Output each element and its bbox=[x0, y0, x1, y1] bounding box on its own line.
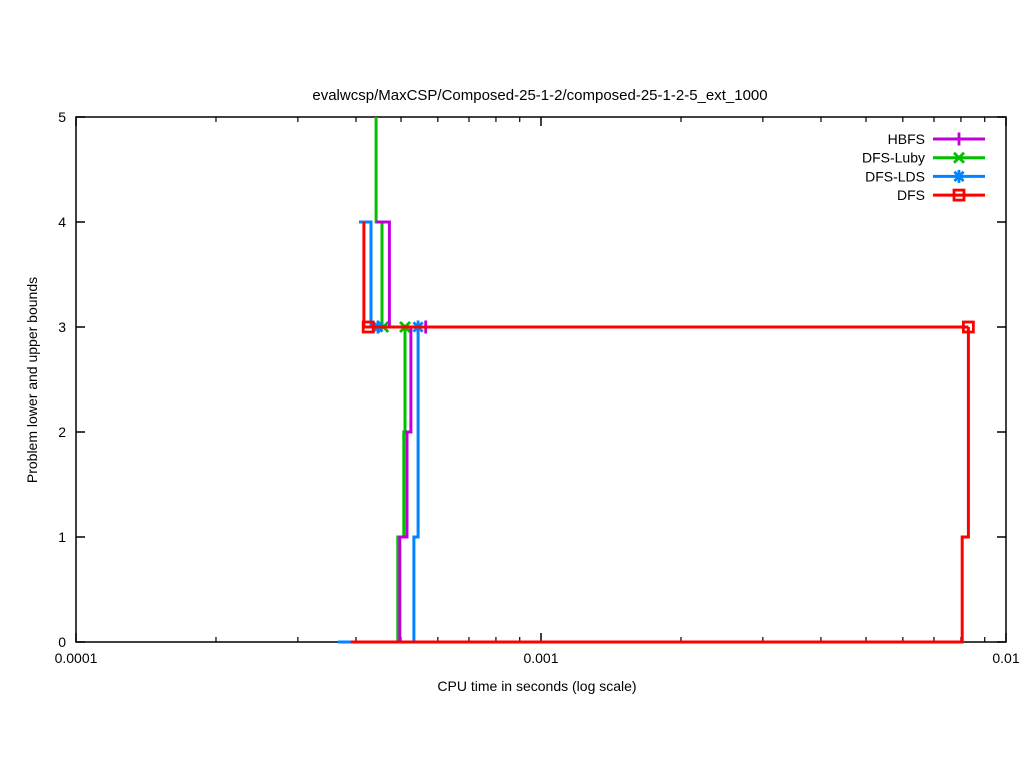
legend-marker-HBFS-plus bbox=[952, 132, 966, 146]
series-DFS-ub-line bbox=[362, 222, 969, 329]
y-tick-label: 3 bbox=[58, 319, 66, 335]
series-DFS-Luby-lb-line bbox=[351, 327, 407, 644]
legend-marker-DFS-Luby bbox=[953, 151, 965, 164]
y-tick-label: 5 bbox=[58, 109, 66, 125]
y-tick-label: 0 bbox=[58, 634, 66, 650]
legend-marker-DFS-square bbox=[952, 188, 966, 202]
legend-label-DFS: DFS bbox=[897, 187, 925, 203]
legend-marker-DFS-LDS-asterisk bbox=[953, 169, 965, 183]
legend-marker-DFS-Luby-cross bbox=[953, 151, 965, 164]
x-axis-label: CPU time in seconds (log scale) bbox=[437, 678, 636, 694]
series-DFS bbox=[350, 222, 975, 644]
series-DFS-marker bbox=[361, 320, 375, 334]
legend-marker-DFS-LDS bbox=[953, 169, 965, 183]
plot-border bbox=[75, 116, 1007, 643]
legend: HBFS DFS-Luby DFS-LDS DFS bbox=[862, 131, 985, 203]
series-DFS-marker-square bbox=[961, 320, 975, 334]
legend-marker-HBFS bbox=[952, 132, 966, 146]
axes: 0.0001 0.001 0.01 0 1 2 3 4 5 bbox=[55, 109, 1020, 666]
series-HBFS-ub-line bbox=[376, 220, 426, 329]
x-tick-label: 0.001 bbox=[523, 650, 558, 666]
legend-label-HBFS: HBFS bbox=[888, 131, 925, 147]
legend-entry-DFS: DFS bbox=[897, 187, 985, 203]
chart-title: evalwcsp/MaxCSP/Composed-25-1-2/composed… bbox=[312, 87, 767, 104]
x-tick-label: 0.01 bbox=[992, 650, 1019, 666]
series-DFS-lb-line bbox=[350, 327, 970, 644]
series-DFS-marker-square bbox=[361, 320, 375, 334]
y-tick-label: 4 bbox=[58, 214, 66, 230]
y-tick-label: 2 bbox=[58, 424, 66, 440]
x-tick-label: 0.0001 bbox=[55, 650, 98, 666]
legend-marker-DFS bbox=[952, 188, 966, 202]
legend-entry-DFS-Luby: DFS-Luby bbox=[862, 150, 985, 166]
y-axis-label: Problem lower and upper bounds bbox=[24, 277, 40, 483]
legend-label-DFS-Luby: DFS-Luby bbox=[862, 150, 925, 166]
series-HBFS-lb-line bbox=[350, 325, 426, 644]
legend-entry-HBFS: HBFS bbox=[888, 131, 985, 147]
plot-series bbox=[338, 117, 975, 644]
series-DFS-marker bbox=[961, 320, 975, 334]
legend-label-DFS-LDS: DFS-LDS bbox=[865, 168, 925, 184]
y-tick-label: 1 bbox=[58, 529, 66, 545]
series-DFS-Luby bbox=[351, 117, 412, 644]
legend-entry-DFS-LDS: DFS-LDS bbox=[865, 168, 985, 184]
